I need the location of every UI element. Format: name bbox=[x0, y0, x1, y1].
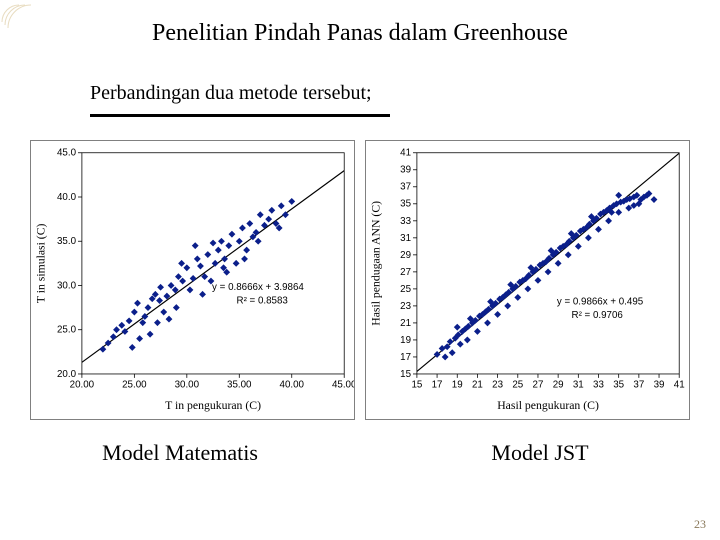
svg-text:35.0: 35.0 bbox=[57, 236, 77, 247]
svg-text:19: 19 bbox=[452, 380, 463, 391]
svg-text:25.0: 25.0 bbox=[57, 325, 77, 336]
caption-left: Model Matematis bbox=[0, 440, 360, 466]
svg-text:17: 17 bbox=[400, 352, 411, 363]
charts-row: 20.00 25.00 30.00 35.00 40.00 45.00 20.0 25.0 30… bbox=[30, 140, 690, 420]
svg-text:23: 23 bbox=[400, 301, 411, 312]
caption-right: Model JST bbox=[360, 440, 720, 466]
svg-text:31: 31 bbox=[573, 380, 584, 391]
svg-text:T in simulasi (C): T in simulasi (C) bbox=[35, 223, 48, 303]
svg-text:35.00: 35.00 bbox=[227, 380, 252, 391]
svg-text:35: 35 bbox=[400, 199, 411, 210]
page-number: 23 bbox=[694, 517, 706, 532]
svg-text:45.00: 45.00 bbox=[332, 380, 354, 391]
svg-text:25: 25 bbox=[512, 380, 523, 391]
svg-text:40.00: 40.00 bbox=[280, 380, 305, 391]
svg-text:27: 27 bbox=[533, 380, 544, 391]
svg-text:R² = 0.9706: R² = 0.9706 bbox=[572, 310, 623, 321]
svg-text:y = 0.9866x + 0.495: y = 0.9866x + 0.495 bbox=[557, 296, 644, 307]
svg-text:21: 21 bbox=[472, 380, 483, 391]
slide-title: Penelitian Pindah Panas dalam Greenhouse bbox=[0, 20, 720, 47]
svg-text:39: 39 bbox=[654, 380, 665, 391]
svg-text:30.0: 30.0 bbox=[57, 280, 77, 291]
caption-row: Model Matematis Model JST bbox=[0, 440, 720, 466]
svg-text:20.0: 20.0 bbox=[57, 369, 77, 380]
svg-text:17: 17 bbox=[432, 380, 443, 391]
svg-text:33: 33 bbox=[593, 380, 604, 391]
chart-right: 15 17 19 21 23 25 27 29 31 33 35 37 39 41 15 17 19 21 23 25… bbox=[365, 140, 690, 420]
subtitle-underline bbox=[90, 114, 390, 117]
chart-left-svg: 20.00 25.00 30.00 35.00 40.00 45.00 20.0 25.0 30… bbox=[31, 141, 354, 419]
svg-text:21: 21 bbox=[400, 318, 411, 329]
svg-text:35: 35 bbox=[613, 380, 624, 391]
svg-text:20.00: 20.00 bbox=[70, 380, 95, 391]
svg-text:37: 37 bbox=[633, 380, 644, 391]
svg-text:41: 41 bbox=[400, 148, 411, 159]
svg-text:45.0: 45.0 bbox=[57, 148, 77, 159]
svg-text:30.00: 30.00 bbox=[175, 380, 200, 391]
svg-text:Hasil pengukuran (C): Hasil pengukuran (C) bbox=[497, 399, 599, 412]
svg-text:T in pengukuran (C): T in pengukuran (C) bbox=[165, 399, 261, 412]
chart-right-svg: 15 17 19 21 23 25 27 29 31 33 35 37 39 41 15 17 19 21 23 25… bbox=[366, 141, 689, 419]
svg-text:25.00: 25.00 bbox=[122, 380, 147, 391]
svg-text:40.0: 40.0 bbox=[57, 192, 77, 203]
svg-text:R² = 0.8583: R² = 0.8583 bbox=[237, 295, 288, 306]
svg-text:27: 27 bbox=[400, 267, 411, 278]
svg-text:29: 29 bbox=[553, 380, 564, 391]
svg-text:37: 37 bbox=[400, 182, 411, 193]
svg-text:15: 15 bbox=[400, 369, 411, 380]
svg-text:23: 23 bbox=[492, 380, 503, 391]
svg-text:31: 31 bbox=[400, 233, 411, 244]
svg-text:25: 25 bbox=[400, 284, 411, 295]
chart-left: 20.00 25.00 30.00 35.00 40.00 45.00 20.0 25.0 30… bbox=[30, 140, 355, 420]
svg-text:39: 39 bbox=[400, 165, 411, 176]
svg-text:19: 19 bbox=[400, 335, 411, 346]
slide-subtitle: Perbandingan dua metode tersebut; bbox=[90, 82, 372, 105]
svg-text:Hasil pendugaan ANN (C): Hasil pendugaan ANN (C) bbox=[370, 201, 383, 326]
svg-text:41: 41 bbox=[674, 380, 685, 391]
svg-text:y = 0.8666x + 3.9864: y = 0.8666x + 3.9864 bbox=[212, 282, 304, 293]
svg-text:33: 33 bbox=[400, 216, 411, 227]
svg-text:29: 29 bbox=[400, 250, 411, 261]
svg-text:15: 15 bbox=[411, 380, 422, 391]
